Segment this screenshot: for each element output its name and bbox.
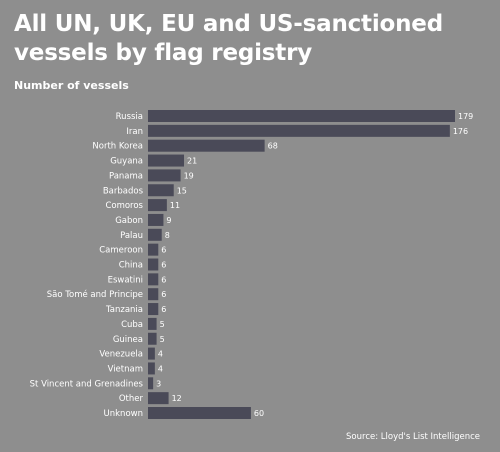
bar-unknown (148, 407, 251, 419)
value-label-palau: 8 (165, 231, 170, 240)
value-label-eswatini: 6 (161, 275, 166, 284)
chart-title: All UN, UK, EU and US-sanctioned vessels… (14, 11, 443, 66)
chart-subtitle: Number of vessels (14, 79, 129, 92)
bar-barbados (148, 184, 174, 197)
bar-comoros (148, 199, 167, 212)
value-label-russia: 179 (458, 112, 473, 121)
category-label-china: China (119, 261, 143, 271)
category-label-unknown: Unknown (104, 409, 143, 419)
category-label-vietnam: Vietnam (108, 364, 143, 374)
value-label-comoros: 11 (170, 201, 180, 210)
value-label-iran: 176 (453, 127, 468, 136)
category-label-tanzania: Tanzania (105, 305, 143, 315)
value-label-st-vincent-and-grenadines: 3 (156, 379, 161, 388)
bar-palau (148, 228, 162, 241)
value-label-guinea: 5 (160, 335, 165, 344)
category-label-iran: Iran (126, 127, 143, 137)
source-note: Source: Lloyd's List Intelligence (346, 432, 480, 442)
category-label-barbados: Barbados (103, 186, 144, 196)
value-label-vietnam: 4 (158, 364, 163, 373)
bar-panama (148, 169, 181, 182)
value-label-panama: 19 (184, 171, 194, 180)
category-label-guyana: Guyana (110, 157, 143, 167)
category-label-eswatini: Eswatini (108, 275, 143, 285)
value-label-cuba: 5 (160, 320, 165, 329)
bar-guyana (148, 154, 185, 167)
bar-tanzania (148, 303, 159, 316)
value-label-venezuela: 4 (158, 350, 163, 359)
value-label-barbados: 15 (177, 186, 187, 195)
bar-st-vincent-and-grenadines (148, 377, 154, 390)
category-label-gabon: Gabon (115, 216, 143, 226)
bar-iran (148, 124, 450, 137)
bar-other (148, 392, 169, 405)
category-label-other: Other (119, 394, 144, 404)
category-label-palau: Palau (120, 231, 143, 241)
value-label-other: 12 (172, 394, 182, 403)
bar-gabon (148, 213, 164, 226)
value-label-s-o-tom-and-principe: 6 (161, 290, 166, 299)
category-label-cameroon: Cameroon (99, 246, 143, 256)
category-label-venezuela: Venezuela (99, 350, 143, 360)
value-label-tanzania: 6 (161, 305, 166, 314)
value-label-north-korea: 68 (268, 142, 278, 151)
category-label-st-vincent-and-grenadines: St Vincent and Grenadines (30, 379, 144, 389)
bar-guinea (148, 332, 157, 345)
category-label-guinea: Guinea (113, 335, 143, 345)
category-label-comoros: Comoros (105, 201, 143, 211)
bar-cameroon (148, 243, 159, 256)
category-label-panama: Panama (109, 171, 143, 181)
bar-cuba (148, 317, 157, 330)
value-label-gabon: 9 (166, 216, 171, 225)
value-label-unknown: 60 (254, 409, 264, 418)
category-label-russia: Russia (116, 112, 143, 122)
bar-eswatini (148, 273, 159, 286)
value-label-guyana: 21 (187, 157, 197, 166)
bar-s-o-tom-and-principe (148, 288, 159, 301)
bar-russia (148, 110, 455, 122)
value-label-china: 6 (161, 261, 166, 270)
bar-china (148, 258, 159, 271)
bar-north-korea (148, 139, 265, 152)
category-label-s-o-tom-and-principe: São Tomé and Principe (47, 289, 143, 300)
category-label-north-korea: North Korea (92, 142, 143, 152)
category-label-cuba: Cuba (121, 320, 143, 330)
bar-venezuela (148, 347, 155, 360)
value-label-cameroon: 6 (161, 246, 166, 255)
bar-vietnam (148, 362, 155, 375)
